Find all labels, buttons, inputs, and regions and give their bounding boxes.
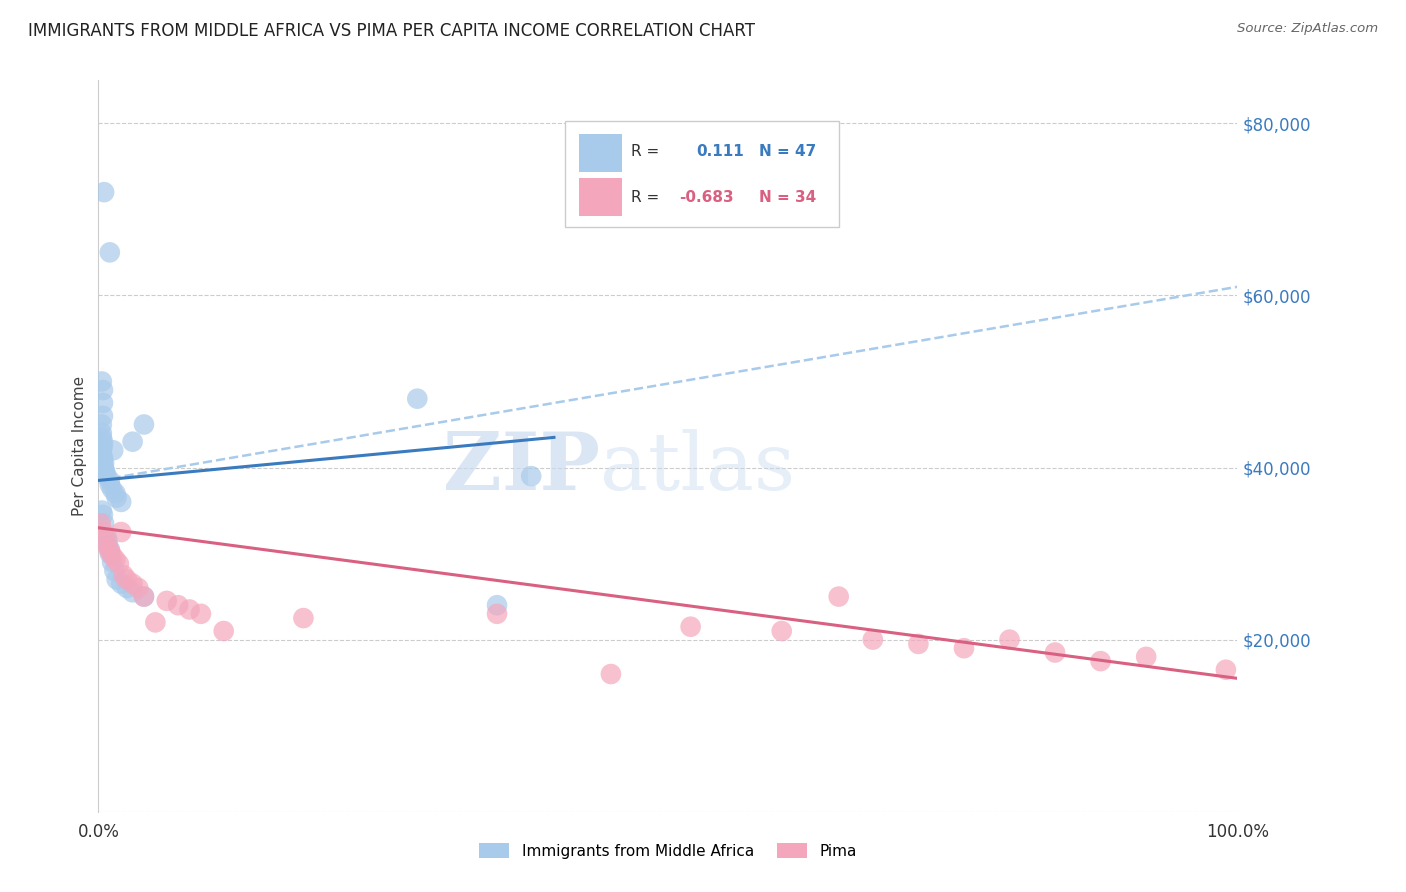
- Point: [103, 564, 125, 578]
- Point: [98, 474, 121, 488]
- Point: [91, 524, 114, 539]
- Point: [862, 632, 884, 647]
- Text: N = 34: N = 34: [759, 190, 817, 205]
- Text: 0.111: 0.111: [696, 145, 744, 160]
- Point: [104, 552, 127, 566]
- Point: [108, 557, 131, 571]
- Point: [520, 469, 543, 483]
- Point: [91, 396, 114, 410]
- FancyBboxPatch shape: [565, 120, 839, 227]
- Point: [93, 516, 115, 531]
- Point: [121, 434, 143, 449]
- Point: [90, 448, 112, 462]
- Text: R =: R =: [631, 145, 659, 160]
- Text: R =: R =: [631, 190, 659, 205]
- Point: [600, 667, 623, 681]
- Point: [190, 607, 212, 621]
- Point: [132, 590, 155, 604]
- Point: [1215, 663, 1237, 677]
- Point: [1135, 649, 1157, 664]
- Point: [101, 555, 124, 569]
- Point: [91, 508, 114, 522]
- Point: [132, 417, 155, 432]
- Point: [91, 450, 114, 465]
- Point: [486, 607, 509, 621]
- Point: [156, 594, 179, 608]
- Point: [90, 426, 112, 441]
- Point: [98, 542, 121, 557]
- Point: [96, 529, 118, 543]
- Text: IMMIGRANTS FROM MIDDLE AFRICA VS PIMA PER CAPITA INCOME CORRELATION CHART: IMMIGRANTS FROM MIDDLE AFRICA VS PIMA PE…: [28, 22, 755, 40]
- Point: [98, 245, 121, 260]
- Point: [953, 641, 976, 656]
- Point: [105, 491, 128, 505]
- Point: [104, 486, 127, 500]
- Point: [101, 482, 124, 496]
- Point: [96, 540, 118, 554]
- Point: [98, 544, 121, 558]
- Point: [96, 533, 118, 548]
- Point: [292, 611, 315, 625]
- Point: [101, 549, 124, 563]
- Point: [93, 185, 115, 199]
- Point: [91, 458, 114, 473]
- Point: [145, 615, 167, 630]
- FancyBboxPatch shape: [579, 134, 623, 171]
- Point: [90, 417, 112, 432]
- Y-axis label: Per Capita Income: Per Capita Income: [72, 376, 87, 516]
- Point: [93, 462, 115, 476]
- Point: [110, 495, 132, 509]
- Point: [1043, 646, 1066, 660]
- Point: [91, 439, 114, 453]
- Point: [96, 469, 118, 483]
- Point: [212, 624, 235, 638]
- Point: [907, 637, 929, 651]
- Point: [998, 632, 1021, 647]
- Point: [91, 434, 114, 449]
- Point: [96, 538, 118, 552]
- Point: [98, 547, 121, 561]
- Point: [115, 573, 138, 587]
- Point: [90, 443, 112, 458]
- Point: [115, 581, 138, 595]
- Point: [90, 375, 112, 389]
- Point: [105, 573, 128, 587]
- Point: [406, 392, 429, 406]
- Point: [91, 383, 114, 397]
- Point: [90, 503, 112, 517]
- Point: [1090, 654, 1112, 668]
- Text: N = 47: N = 47: [759, 145, 817, 160]
- Point: [94, 465, 117, 479]
- Point: [91, 453, 114, 467]
- Point: [167, 598, 190, 612]
- Point: [103, 443, 125, 458]
- Text: Source: ZipAtlas.com: Source: ZipAtlas.com: [1237, 22, 1378, 36]
- Point: [110, 576, 132, 591]
- Point: [127, 581, 149, 595]
- Point: [110, 524, 132, 539]
- Legend: Immigrants from Middle Africa, Pima: Immigrants from Middle Africa, Pima: [471, 835, 865, 866]
- Point: [486, 598, 509, 612]
- Text: -0.683: -0.683: [679, 190, 734, 205]
- Point: [90, 516, 112, 531]
- Point: [121, 576, 143, 591]
- Point: [770, 624, 793, 638]
- FancyBboxPatch shape: [579, 178, 623, 216]
- Point: [828, 590, 851, 604]
- Point: [98, 477, 121, 491]
- Point: [679, 620, 702, 634]
- Point: [121, 585, 143, 599]
- Point: [179, 602, 201, 616]
- Text: atlas: atlas: [599, 429, 794, 507]
- Point: [93, 456, 115, 470]
- Point: [112, 568, 135, 582]
- Point: [90, 430, 112, 444]
- Point: [94, 533, 117, 548]
- Text: ZIP: ZIP: [443, 429, 599, 507]
- Point: [132, 590, 155, 604]
- Point: [91, 409, 114, 423]
